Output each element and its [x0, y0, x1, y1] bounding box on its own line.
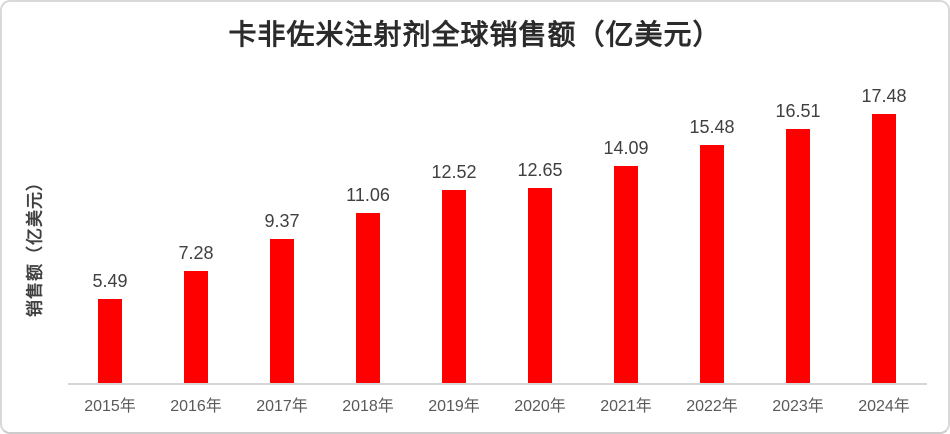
x-axis-tick-label: 2022年: [686, 398, 738, 415]
bar: [442, 190, 466, 383]
bar: [356, 213, 380, 383]
bar: [98, 299, 122, 383]
chart-title: 卡非佐米注射剂全球销售额（亿美元）: [228, 20, 722, 51]
x-axis-tick-label: 2018年: [342, 398, 394, 415]
bar: [614, 166, 638, 383]
x-axis-tick-label: 2015年: [84, 398, 136, 415]
bar-value-label: 17.48: [861, 86, 907, 106]
x-axis-tick-label: 2021年: [600, 398, 652, 415]
bar: [872, 114, 896, 383]
bar: [528, 188, 552, 383]
x-axis-tick-label: 2017年: [256, 398, 308, 415]
bar-value-label: 5.49: [92, 271, 128, 291]
bar-value-label: 14.09: [603, 138, 649, 158]
bar-value-label: 7.28: [178, 243, 214, 263]
bar: [786, 129, 810, 383]
bar-value-label: 15.48: [689, 117, 735, 137]
bar-value-label: 11.06: [346, 185, 390, 205]
bar: [184, 271, 208, 383]
x-axis-tick-label: 2016年: [170, 398, 222, 415]
bar: [270, 239, 294, 383]
bar-value-label: 12.65: [517, 160, 563, 180]
bar-value-label: 12.52: [431, 162, 477, 182]
x-axis-line: [68, 383, 927, 385]
x-axis-tick-label: 2019年: [428, 398, 480, 415]
x-axis-tick-label: 2020年: [514, 398, 566, 415]
bar-value-label: 16.51: [775, 101, 821, 121]
bar: [700, 145, 724, 383]
x-axis-tick-label: 2023年: [772, 398, 824, 415]
x-axis-tick-label: 2024年: [858, 398, 910, 415]
bar-value-label: 9.37: [264, 211, 300, 231]
